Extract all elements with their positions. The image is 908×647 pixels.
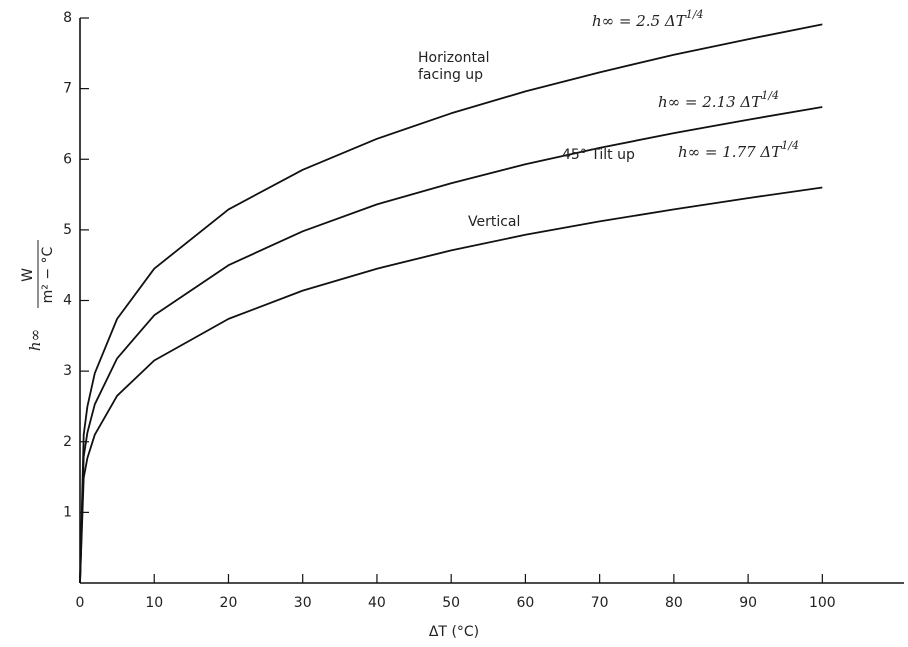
- curve-label-line: facing up: [418, 67, 483, 83]
- y-label-numerator: W: [20, 268, 36, 282]
- curve-label: Vertical: [468, 214, 520, 230]
- curve-label: Horizontal facing up: [418, 50, 489, 83]
- equation: h∞ = 2.13 ΔT1/4: [658, 89, 779, 111]
- equation-text: h∞ = 2.13 ΔT: [658, 93, 762, 111]
- equation-text: h∞ = 1.77 ΔT: [678, 143, 782, 161]
- equation: h∞ = 1.77 ΔT1/4: [678, 139, 799, 161]
- x-tick-label: 40: [368, 595, 386, 611]
- y-tick-label: 2: [63, 434, 72, 450]
- y-tick-label: 3: [63, 363, 72, 379]
- curve-label: 45° Tilt up: [562, 147, 635, 163]
- y-tick-label: 1: [63, 504, 72, 520]
- y-label-denominator: m² − °C: [40, 246, 56, 303]
- y-axis-label: h∞ W m² − °C: [20, 240, 56, 351]
- x-axis-label: ΔT (°C): [429, 624, 479, 640]
- equation: h∞ = 2.5 ΔT1/4: [592, 8, 703, 30]
- y-tick-label: 6: [63, 151, 72, 167]
- equation-exponent: 1/4: [781, 139, 799, 152]
- y-tick-label: 8: [63, 10, 72, 26]
- curve: [79, 106, 823, 584]
- x-tick-label: 60: [516, 595, 534, 611]
- x-tick-label: 20: [220, 595, 238, 611]
- x-tick-label: 10: [145, 595, 163, 611]
- curve-label-line: Horizontal: [418, 50, 489, 66]
- x-tick-label: 70: [591, 595, 609, 611]
- equation-exponent: 1/4: [761, 89, 779, 102]
- curve: [79, 186, 823, 584]
- x-tick-label: 100: [809, 595, 836, 611]
- y-tick-label: 4: [63, 293, 72, 309]
- x-tick-label: 90: [739, 595, 757, 611]
- y-tick-label: 7: [63, 81, 72, 97]
- equation-text: h∞ = 2.5 ΔT: [592, 12, 687, 30]
- x-tick-label: 30: [294, 595, 312, 611]
- y-tick-label: 5: [63, 222, 72, 238]
- x-tick-label: 0: [76, 595, 85, 611]
- x-tick-label: 80: [665, 595, 683, 611]
- curve: [79, 23, 823, 584]
- equation-exponent: 1/4: [686, 8, 704, 21]
- y-label-symbol: h∞: [26, 329, 44, 351]
- x-tick-label: 50: [442, 595, 460, 611]
